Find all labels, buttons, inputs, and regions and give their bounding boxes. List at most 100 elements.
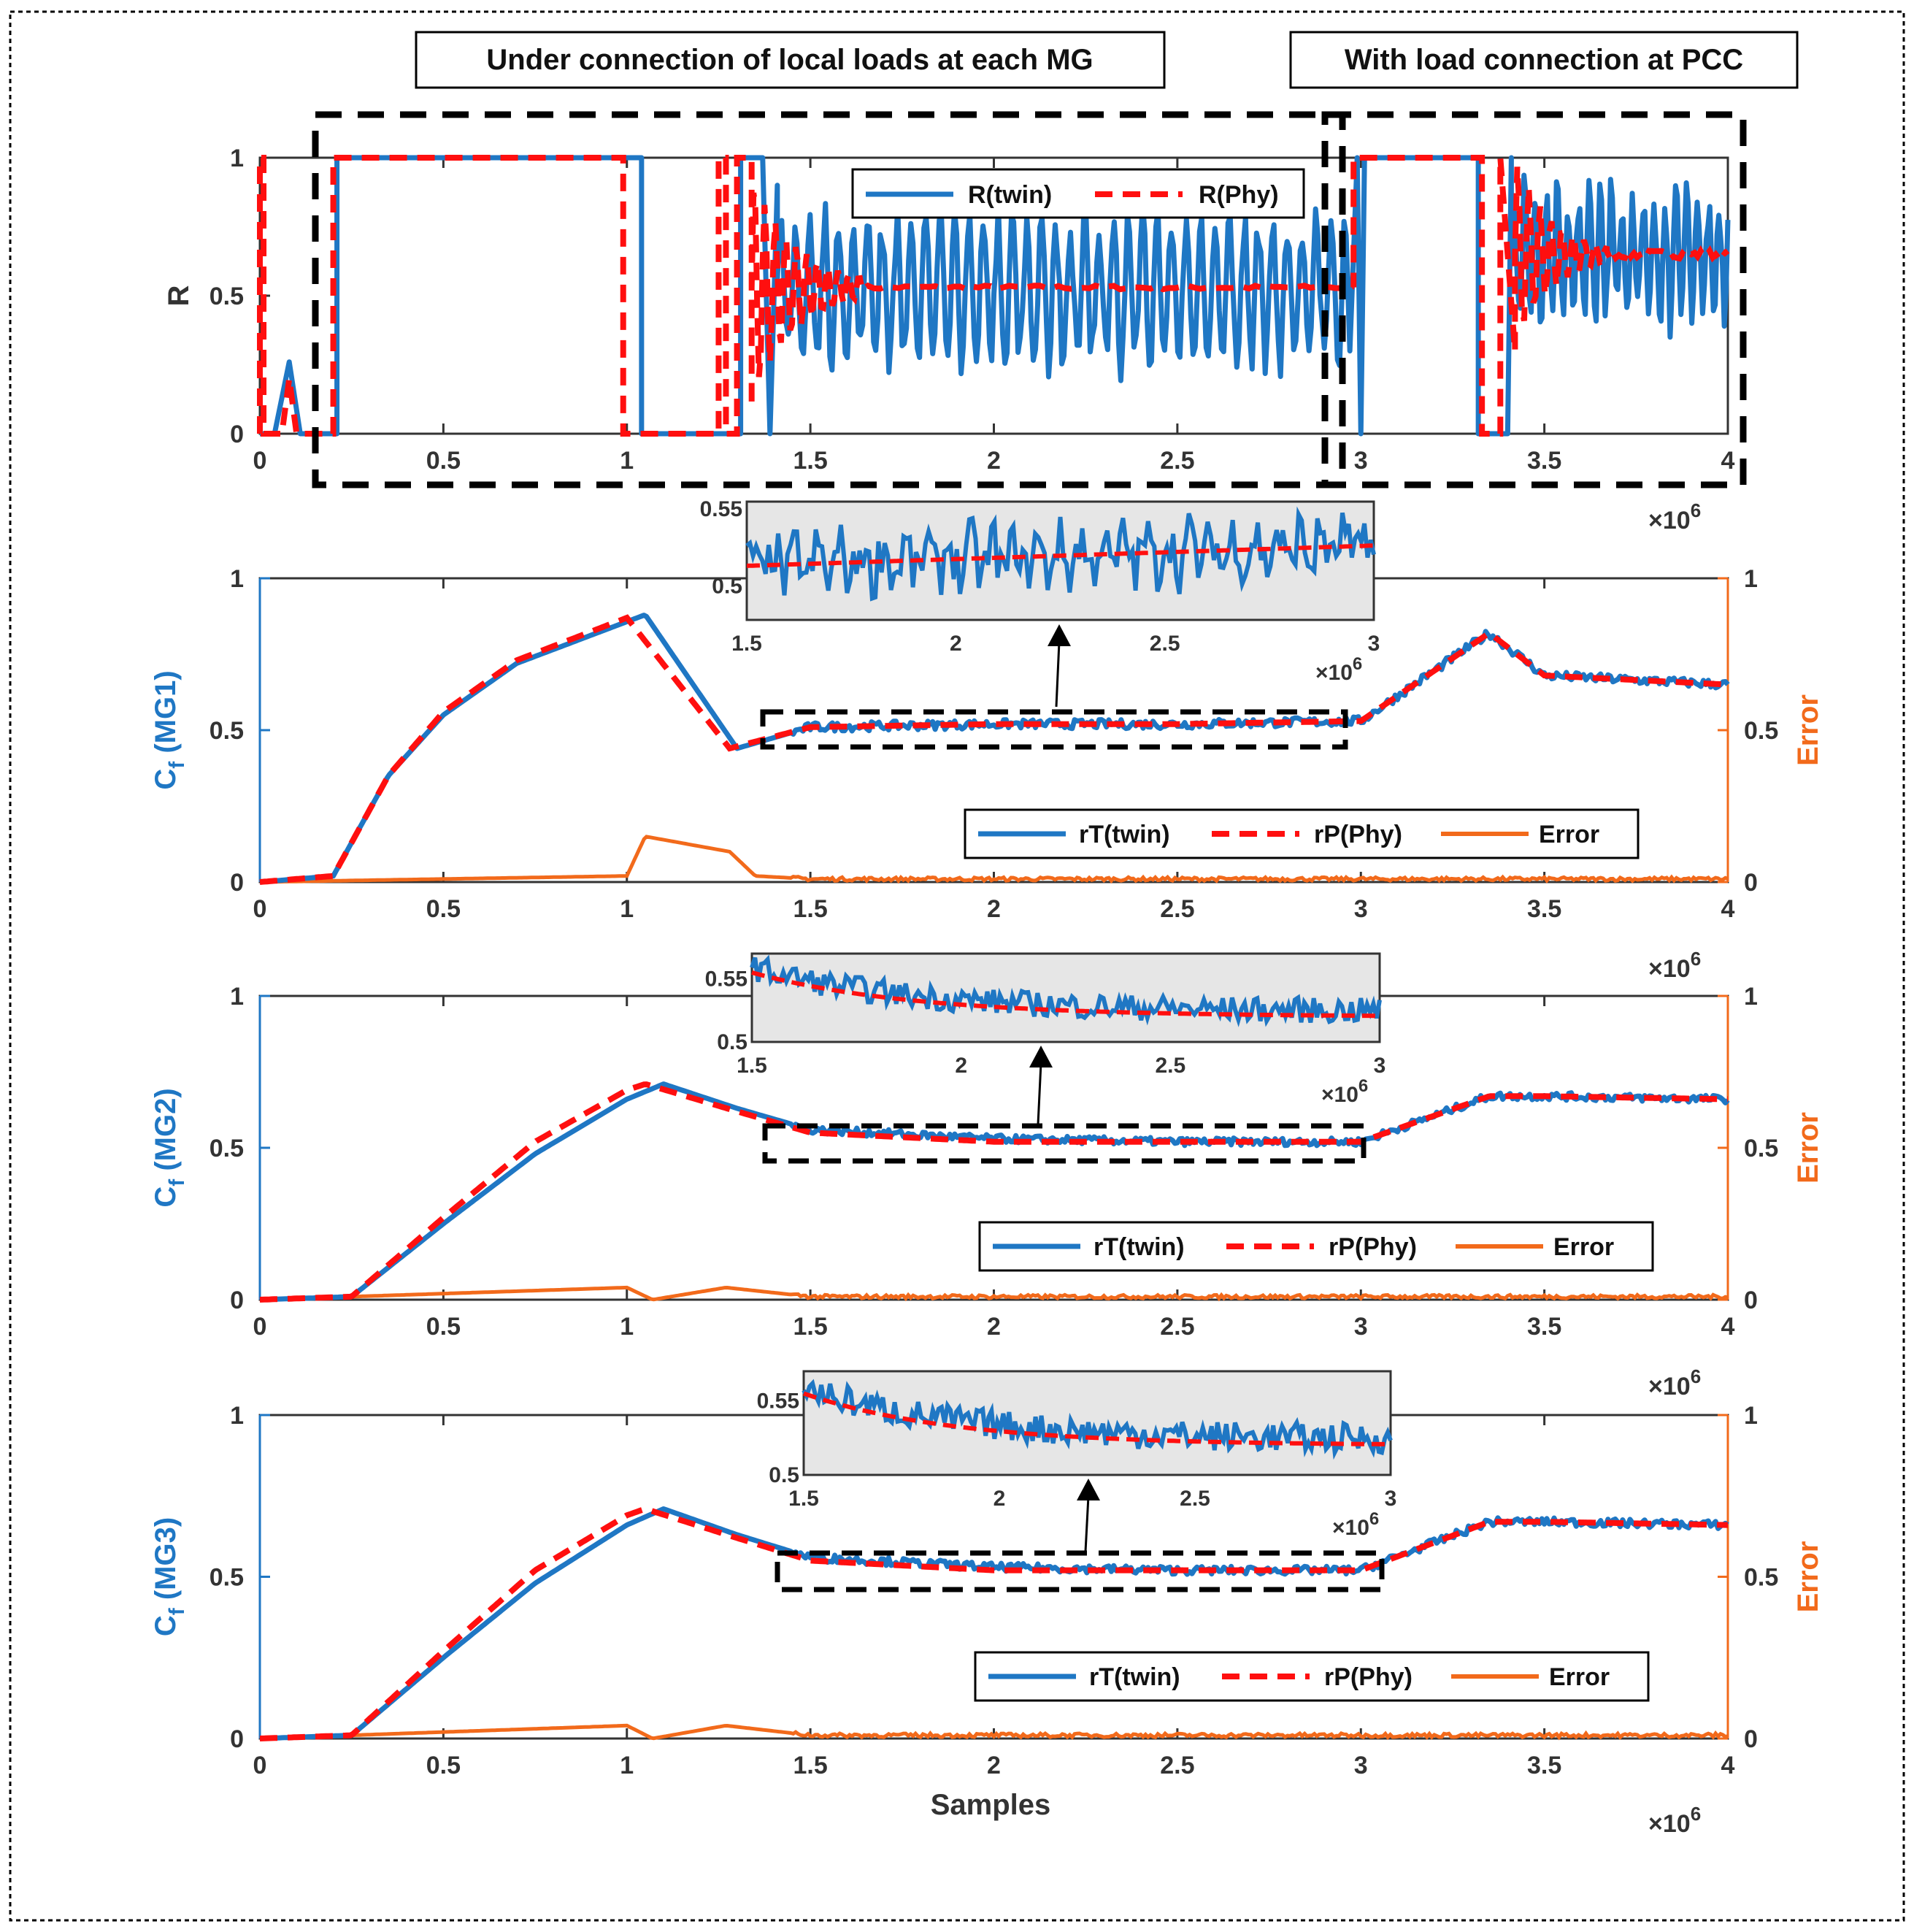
- inset-x-tick-label: 2.5: [1180, 1487, 1210, 1511]
- zoom-arrow-head: [1048, 624, 1071, 646]
- x-tick-label: 3: [1354, 447, 1368, 475]
- zoom-arrow-line: [1055, 641, 1061, 708]
- x-tick-label: 1.5: [793, 895, 827, 923]
- inset-x-tick-label: 3: [1368, 632, 1380, 656]
- inset-x-tick-label: 1.5: [788, 1487, 819, 1511]
- zoom-region-box: [775, 1550, 1385, 1592]
- series-phy-MG3: [259, 1506, 1728, 1741]
- inset-y-tick-label: 0.5: [712, 575, 742, 599]
- inset-x-tick-label: 1.5: [737, 1054, 767, 1078]
- inset-MG3: 1.5 2 2.5 3 0.5 0.55 ×106: [757, 1370, 1396, 1540]
- x-tick-label: 2.5: [1160, 895, 1194, 923]
- x-tick-label: 3: [1354, 1313, 1368, 1341]
- x-tick-label: 0: [253, 895, 267, 923]
- legend-label-phy: rP(Phy): [1329, 1233, 1417, 1261]
- inset-series-twin: [802, 1379, 1393, 1460]
- figure-border: [9, 10, 1905, 1922]
- y2-tick-label: 0.5: [1744, 1564, 1778, 1592]
- region-box-local-loads: [312, 111, 1346, 488]
- x-exponent: ×106: [1648, 1365, 1701, 1400]
- x-tick-label: 2: [987, 895, 1001, 923]
- x-exponent: ×106: [1648, 948, 1701, 983]
- x-tick-label: 1.5: [793, 447, 827, 475]
- y-tick-label: 0: [230, 869, 244, 897]
- zoom-arrow-head: [1077, 1479, 1100, 1500]
- legend-MG3: rT(twin) rP(Phy) Error: [974, 1651, 1650, 1702]
- legend-label-twin: rT(twin): [1089, 1663, 1180, 1691]
- panels: 0 0.5 1 1.5 2 2.5 3 3.5 4 0 0.5 1 R ×106 R(twin) R(Phy)…: [150, 145, 1824, 1838]
- legend-label-phy: R(Phy): [1199, 181, 1279, 209]
- legend-label-phy: rP(Phy): [1324, 1663, 1413, 1691]
- zoom-arrow-line: [1084, 1495, 1090, 1552]
- y2-tick-label: 0.5: [1744, 1135, 1778, 1162]
- inset-y-tick-label: 0.5: [717, 1030, 747, 1054]
- inset-frame: [802, 1370, 1392, 1476]
- x-tick-label: 4: [1721, 1313, 1735, 1341]
- legend-box: [978, 1221, 1654, 1272]
- inset-x-tick-label: 2: [993, 1487, 1006, 1511]
- x-axis-label: Samples: [931, 1789, 1051, 1821]
- series-R-phy: [257, 155, 1730, 437]
- inset-y-tick-label: 0.55: [705, 967, 747, 992]
- y-axis-label: Cf (MG2): [150, 1088, 189, 1207]
- inset-series-phy: [746, 543, 1375, 568]
- y-tick-label: 1: [230, 983, 244, 1011]
- x-tick-label: 1: [620, 1752, 634, 1779]
- y2-tick-label: 0.5: [1744, 717, 1778, 745]
- inset-x-tick-label: 1.5: [731, 632, 762, 656]
- region-box-pcc-load: [1321, 111, 1747, 488]
- y2-axis-label: Error: [1792, 694, 1824, 766]
- x-tick-label: 1: [620, 895, 634, 923]
- x-tick-label: 0.5: [426, 895, 461, 923]
- y-tick-label: 1: [230, 145, 244, 172]
- y-axis-label: Cf (MG3): [150, 1517, 189, 1636]
- inset-y-tick-label: 0.55: [757, 1389, 799, 1414]
- legend-label-phy: rP(Phy): [1314, 821, 1402, 848]
- x-tick-label: 0.5: [426, 1313, 461, 1341]
- zoom-arrow-head: [1029, 1046, 1053, 1067]
- y-tick-label: 0: [230, 1287, 244, 1314]
- y-tick-label: 1: [230, 565, 244, 593]
- x-tick-label: 1: [620, 447, 634, 475]
- x-tick-label: 3.5: [1527, 1313, 1561, 1341]
- annotation-left-text: Under connection of local loads at each …: [486, 44, 1093, 76]
- legend-label-twin: R(twin): [968, 181, 1052, 209]
- y-axis-label: R: [163, 285, 195, 306]
- legend-label-error: Error: [1553, 1233, 1614, 1261]
- y-tick-label: 0.5: [210, 717, 244, 745]
- x-tick-label: 0: [253, 1313, 267, 1341]
- y2-tick-label: 1: [1744, 565, 1758, 593]
- inset-frame: [750, 952, 1381, 1043]
- x-tick-label: 2: [987, 1313, 1001, 1341]
- inset-x-tick-label: 2: [950, 632, 962, 656]
- zoom-arrow-line: [1037, 1062, 1042, 1125]
- y2-tick-label: 1: [1744, 983, 1758, 1011]
- inset-x-tick-label: 2.5: [1155, 1054, 1185, 1078]
- y-tick-label: 0: [230, 421, 244, 448]
- inset-MG1: 1.5 2 2.5 3 0.5 0.55 ×106: [700, 497, 1380, 685]
- series-phy-MG1: [259, 614, 1729, 885]
- series-twin-MG3: [259, 1506, 1729, 1741]
- panel-R: 0 0.5 1 1.5 2 2.5 3 3.5 4 0 0.5 1 R ×106 R(twin) R(Phy): [163, 145, 1735, 534]
- x-tick-label: 0.5: [426, 447, 461, 475]
- x-tick-label: 2: [987, 1752, 1001, 1779]
- y2-axis-label: Error: [1792, 1541, 1824, 1613]
- legend-box: [974, 1651, 1650, 1702]
- x-tick-label: 3: [1354, 1752, 1368, 1779]
- series-error-MG2: [259, 1285, 1729, 1302]
- x-tick-label: 3.5: [1527, 447, 1561, 475]
- zoom-region-box: [760, 709, 1348, 750]
- inset-MG2: 1.5 2 2.5 3 0.5 0.55 ×106: [705, 952, 1385, 1107]
- inset-series-phy: [803, 1391, 1391, 1446]
- legend-MG2: rT(twin) rP(Phy) Error: [978, 1221, 1654, 1272]
- y2-tick-label: 0: [1744, 1725, 1758, 1753]
- inset-x-tick-label: 2.5: [1150, 632, 1180, 656]
- y2-axis-label: Error: [1792, 1112, 1824, 1184]
- x-tick-label: 4: [1721, 895, 1735, 923]
- annotation-right-text: With load connection at PCC: [1345, 44, 1743, 76]
- inset-y-tick-label: 0.5: [769, 1463, 799, 1487]
